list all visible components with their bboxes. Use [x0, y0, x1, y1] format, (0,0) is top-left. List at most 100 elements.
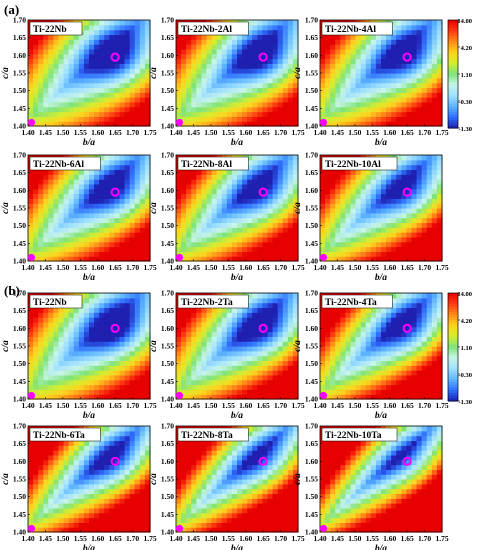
heatmap-cell — [242, 174, 248, 180]
heatmap-cell — [68, 317, 75, 323]
heatmap-cell — [68, 58, 75, 64]
heatmap-cell — [176, 346, 182, 352]
heatmap-cell — [345, 198, 352, 204]
heatmap-cell — [134, 97, 141, 103]
heatmap-cell — [73, 236, 80, 243]
heatmap-cell — [63, 208, 70, 214]
heatmap-cell — [431, 121, 438, 127]
heatmap-cell — [231, 389, 238, 395]
heatmap-cell — [226, 198, 233, 204]
heatmap-cell — [436, 164, 443, 171]
heatmap-cell — [360, 336, 367, 342]
heatmap-cell — [104, 394, 110, 400]
minimum-marker — [402, 187, 412, 197]
heatmap-cell — [38, 198, 44, 204]
heatmap-cell — [53, 222, 60, 228]
heatmap-cell — [386, 82, 392, 89]
heatmap-cell — [216, 331, 223, 337]
heatmap-cell — [396, 374, 402, 381]
heatmap-cell — [201, 174, 208, 180]
heatmap-cell — [231, 227, 238, 233]
x-tick-label: 1.50 — [348, 128, 361, 137]
heatmap-cell — [201, 365, 208, 371]
heatmap-cell — [252, 44, 258, 50]
heatmap-cell — [114, 374, 121, 381]
heatmap-cell — [401, 193, 408, 199]
heatmap-cell — [144, 346, 151, 352]
heatmap-cell — [211, 68, 218, 74]
heatmap-cell — [186, 251, 192, 257]
heatmap-cell — [99, 82, 105, 89]
heatmap-cell — [94, 374, 100, 381]
heatmap-cell — [176, 34, 182, 40]
heatmap-cell — [287, 246, 294, 252]
heatmap-cell — [38, 307, 44, 313]
heatmap-cell — [411, 232, 418, 238]
heatmap-cell — [345, 44, 352, 50]
heatmap-cell — [242, 97, 248, 103]
heatmap-cell — [94, 379, 100, 386]
heatmap-cell — [416, 101, 423, 108]
heatmap-cell — [206, 346, 213, 352]
heatmap-cell — [181, 203, 187, 209]
heatmap-cell — [252, 20, 258, 26]
heatmap-cell — [247, 58, 253, 64]
heatmap-cell — [365, 97, 372, 103]
heatmap-cell — [89, 82, 95, 89]
x-tick-label: 1.65 — [401, 128, 414, 137]
heatmap-cell — [330, 198, 336, 204]
heatmap-cell — [345, 92, 352, 98]
heatmap-cell — [242, 53, 248, 60]
heatmap-cell — [375, 179, 382, 185]
heatmap-cell — [350, 58, 357, 64]
panel-label-a: (a) — [4, 2, 20, 17]
heatmap-cell — [252, 341, 258, 347]
heatmap-cell — [206, 82, 213, 89]
heatmap-cell — [94, 44, 100, 50]
heatmap-cell — [330, 203, 336, 209]
heatmap-cell — [181, 251, 187, 257]
heatmap-cell — [99, 355, 105, 362]
heatmap-cell — [391, 374, 397, 381]
heatmap-cell — [114, 73, 121, 79]
heatmap-cell — [267, 379, 274, 386]
heatmap-cell — [252, 92, 258, 98]
heatmap-cell — [287, 251, 294, 257]
heatmap-cell — [139, 97, 146, 103]
heatmap-cell — [325, 82, 331, 89]
heatmap-cell — [73, 350, 80, 357]
heatmap-cell — [206, 236, 213, 243]
heatmap-cell — [431, 222, 438, 228]
heatmap-cell — [350, 48, 357, 55]
heatmap-cell — [186, 217, 192, 224]
heatmap-cell — [325, 365, 331, 371]
heatmap-cell — [365, 48, 372, 55]
heatmap-cell — [391, 203, 397, 209]
heatmap-cell — [360, 34, 367, 40]
heatmap-cell — [114, 346, 121, 352]
heatmap-cell — [335, 321, 341, 328]
heatmap-cell — [99, 29, 105, 36]
heatmap-cell — [272, 360, 279, 366]
heatmap-cell — [196, 179, 203, 185]
heatmap-cell — [28, 58, 34, 64]
heatmap-cell — [119, 293, 126, 299]
heatmap-cell — [134, 212, 141, 219]
heatmap-cell — [104, 297, 110, 304]
heatmap-cell — [411, 20, 418, 26]
heatmap-cell — [114, 212, 121, 219]
heatmap-cell — [345, 58, 352, 64]
heatmap-cell — [282, 188, 289, 195]
heatmap-cell — [28, 307, 34, 313]
heatmap-cell — [144, 379, 151, 386]
heatmap-cell — [124, 317, 131, 323]
heatmap-cell — [176, 188, 182, 195]
colorbar-tick-label: 14.00 — [457, 18, 472, 25]
heatmap-cell — [48, 111, 55, 117]
heatmap-cell — [320, 232, 326, 238]
heatmap-cell — [406, 183, 413, 190]
heatmap-cell — [191, 169, 197, 175]
heatmap-cell — [191, 341, 197, 347]
heatmap-cell — [53, 116, 60, 122]
heatmap-cell — [330, 241, 336, 248]
